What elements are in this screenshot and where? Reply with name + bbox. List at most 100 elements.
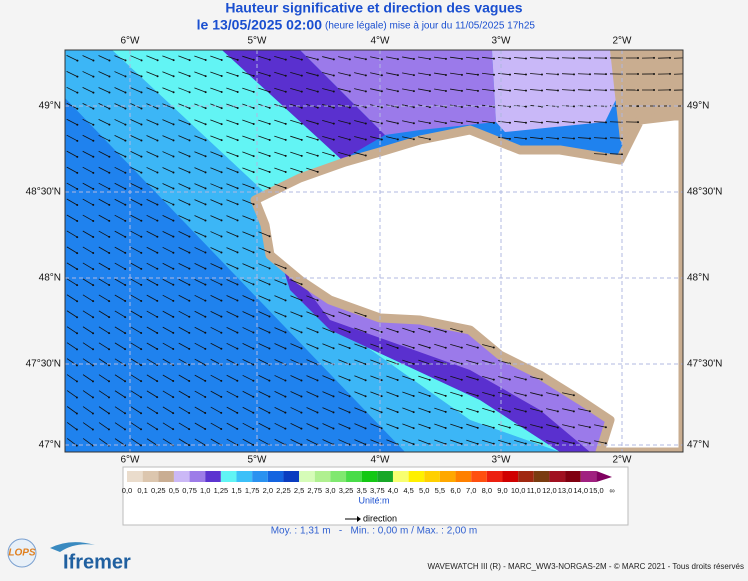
wave-arrow-head (445, 58, 447, 60)
wave-arrow-head (317, 91, 319, 93)
wave-arrow-head (76, 316, 78, 318)
wave-arrow-head (332, 427, 334, 429)
wave-arrow-head (253, 107, 255, 109)
scale-label: 0,75 (182, 486, 197, 495)
wave-arrow-head (573, 138, 575, 140)
wave-arrow-head (221, 203, 223, 205)
wave-arrow-head (188, 203, 190, 205)
wave-arrow-head (205, 187, 207, 189)
wave-arrow-head (589, 73, 591, 75)
wave-arrow-head (76, 92, 78, 94)
wave-arrow-head (108, 284, 110, 286)
wave-arrow-head (92, 316, 94, 318)
wave-arrow-head (493, 411, 495, 413)
wave-arrow-head (301, 347, 303, 349)
wave-arrow-head (76, 364, 78, 366)
wave-arrow-head (461, 395, 463, 397)
lat-label: 47°30'N (687, 359, 722, 370)
wave-arrow-head (509, 379, 511, 381)
scale-label: 0,0 (122, 486, 132, 495)
color-swatch (268, 471, 284, 482)
wave-arrow-head (541, 138, 543, 140)
wave-arrow-head (413, 363, 415, 365)
wave-arrow-head (253, 91, 255, 93)
scale-label: 1,25 (214, 486, 229, 495)
wave-arrow-head (316, 411, 318, 413)
scale-label: 7,0 (466, 486, 476, 495)
color-swatch (190, 471, 206, 482)
wave-arrow-head (124, 236, 126, 238)
wave-arrow-head (76, 300, 78, 302)
wave-arrow-head (333, 123, 335, 125)
wave-arrow-head (268, 331, 270, 333)
wave-arrow-head (76, 108, 78, 110)
wave-arrow-head (284, 428, 286, 430)
wave-arrow-head (269, 283, 271, 285)
lon-label: 6°W (121, 455, 141, 466)
wave-arrow-head (76, 236, 78, 238)
wave-arrow-head (76, 445, 78, 447)
wave-arrow-head (76, 332, 78, 334)
wave-arrow-head (333, 139, 335, 141)
wave-arrow-head (236, 251, 238, 253)
wave-arrow-head (140, 268, 142, 270)
wave-arrow-head (317, 347, 319, 349)
scale-label: 3,25 (339, 486, 354, 495)
wave-arrow-head (157, 91, 159, 93)
wave-arrow-head (188, 236, 190, 238)
lops-text: LOPS (8, 548, 36, 559)
scale-label: 1,5 (231, 486, 241, 495)
wave-arrow-head (557, 442, 559, 444)
wave-arrow-head (92, 220, 94, 222)
lon-label: 3°W (492, 455, 512, 466)
wave-arrow-head (92, 428, 94, 430)
wave-arrow-head (124, 172, 126, 174)
wave-arrow-head (108, 316, 110, 318)
wave-arrow-head (237, 75, 239, 77)
color-swatch (565, 471, 581, 482)
wave-arrow-head (509, 411, 511, 413)
wave-arrow-head (108, 59, 110, 61)
wave-arrow-head (413, 122, 415, 124)
wave-arrow-head (76, 380, 78, 382)
wave-arrow-head (221, 123, 223, 125)
wave-arrow-head (493, 122, 495, 124)
wave-arrow-head (317, 139, 319, 141)
lon-label: 5°W (248, 36, 268, 47)
wave-arrow-head (285, 75, 287, 77)
wave-arrow-head (397, 347, 399, 349)
wave-arrow-head (477, 122, 479, 124)
wave-arrow-head (156, 284, 158, 286)
wave-arrow-head (333, 58, 335, 60)
wave-arrow (562, 58, 574, 59)
wave-arrow-head (188, 300, 190, 302)
wave-arrow-head (589, 89, 591, 91)
wave-arrow-head (269, 187, 271, 189)
wave-arrow-head (269, 91, 271, 93)
wave-arrow-head (220, 380, 222, 382)
wave-arrow-head (253, 235, 255, 237)
wave-arrow-head (220, 284, 222, 286)
wave-arrow-head (236, 428, 238, 430)
wave-arrow-head (397, 90, 399, 92)
scale-label: 8,0 (482, 486, 492, 495)
footer: WAVEWATCH III (R) - MARC_WW3-NORGAS-2M -… (428, 562, 744, 571)
wave-arrow-head (317, 59, 319, 61)
wave-arrow-head (172, 220, 174, 222)
wave-arrow-head (493, 443, 495, 445)
wave-arrow-head (92, 412, 94, 414)
scale-label: 12,0 (542, 486, 557, 495)
wave-arrow-head (317, 123, 319, 125)
wave-arrow-head (140, 123, 142, 125)
wave-arrow-head (188, 412, 190, 414)
wave-arrow-head (381, 138, 383, 140)
wave-arrow-head (252, 316, 254, 318)
wave-arrow-head (173, 123, 175, 125)
lat-label: 48°30'N (687, 187, 722, 198)
wave-arrow-head (285, 299, 287, 301)
wave-arrow-head (589, 121, 591, 123)
wave-arrow-head (156, 412, 158, 414)
map (65, 50, 687, 452)
wave-arrow-head (637, 89, 639, 91)
wave-arrow (578, 74, 590, 75)
